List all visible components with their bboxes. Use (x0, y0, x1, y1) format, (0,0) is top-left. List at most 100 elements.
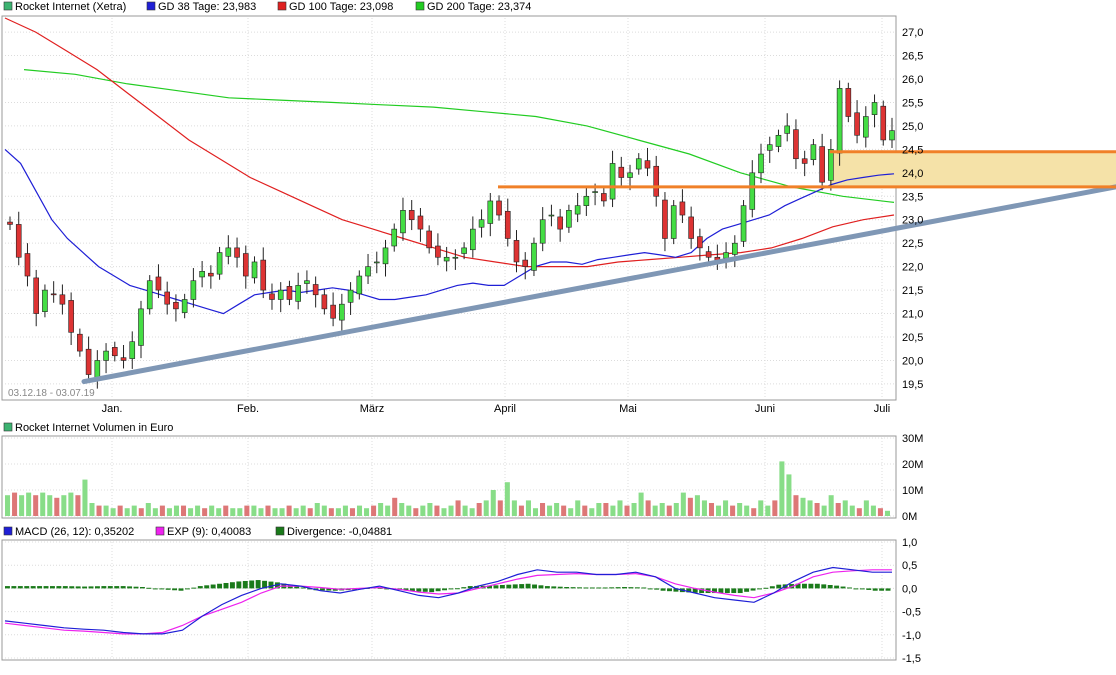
candle-up (251, 261, 258, 279)
volume-bar (26, 492, 32, 516)
candle-up (758, 153, 764, 174)
candle-up (740, 205, 747, 242)
divergence-bar (454, 588, 460, 590)
volume-bar (638, 492, 644, 516)
divergence-bar (763, 587, 769, 589)
volume-bar (188, 508, 194, 516)
divergence-bar (384, 588, 390, 590)
price-overlays (81, 150, 1116, 385)
candle-up (566, 210, 572, 228)
macd-tick-label: 1,0 (902, 537, 917, 549)
price-tick-label: 24,5 (902, 144, 923, 156)
month-label: Mai (619, 403, 637, 415)
volume-bar (716, 505, 722, 516)
candle-down (880, 105, 887, 141)
divergence-bar (493, 585, 499, 589)
price-tick-label: 25,0 (902, 121, 923, 133)
volume-bar (842, 500, 848, 516)
price-tick-label: 27,0 (902, 27, 923, 39)
volume-bar (814, 503, 820, 516)
candle-down (24, 253, 31, 277)
candle-up (277, 289, 284, 300)
volume-bar (603, 503, 609, 516)
volume-bar (124, 508, 130, 516)
volume-bar (730, 505, 736, 516)
candle-down (77, 333, 83, 352)
volume-bar (47, 495, 53, 516)
divergence-bar (307, 588, 313, 590)
volume-bar (293, 508, 299, 516)
candle-up (635, 158, 642, 170)
divergence-bar (236, 581, 242, 589)
volume-bar (582, 505, 588, 516)
candle-down (68, 300, 74, 333)
divergence-bar (146, 587, 152, 589)
volume-bar (385, 505, 391, 516)
volume-bar (321, 505, 327, 516)
volume-bar (540, 503, 546, 516)
candle-down (330, 304, 336, 319)
candle-down (50, 293, 57, 296)
divergence-bar (210, 584, 216, 589)
divergence-bar (859, 588, 865, 590)
resistance-zone-fill (830, 151, 1116, 187)
candle-up (190, 280, 197, 300)
volume-bar (328, 508, 334, 516)
divergence-bar (422, 588, 428, 592)
divergence-bar (429, 588, 435, 593)
volume-bar (399, 503, 405, 516)
volume-bar (786, 474, 792, 516)
volume-bar (342, 505, 348, 516)
candle-up (487, 200, 494, 224)
volume-bar (807, 500, 813, 516)
candle-up (871, 102, 878, 115)
resistance-zone (830, 151, 1116, 187)
volume-bar (469, 508, 475, 516)
candle-down (7, 221, 13, 225)
legend-label: Divergence: -0,04881 (287, 526, 392, 538)
candle-up (574, 205, 581, 215)
volume-bar (610, 505, 616, 516)
candle-up (627, 172, 633, 178)
volume-bar (532, 508, 539, 516)
volume-bar (554, 503, 560, 516)
volume-bar (117, 505, 123, 516)
macd-lines (4, 566, 892, 635)
volume-bar (138, 508, 144, 516)
volume-bar (159, 505, 165, 516)
divergence-bar (24, 586, 30, 589)
candle-up (181, 299, 188, 313)
divergence-bar (577, 587, 582, 589)
candle-up (723, 252, 729, 259)
divergence-bar (814, 583, 820, 589)
candle-down (155, 276, 162, 291)
price-tick-label: 26,5 (902, 51, 923, 63)
candle-down (513, 240, 520, 263)
candle-down (705, 251, 712, 258)
candle-up (539, 219, 546, 244)
candle-up (670, 205, 677, 239)
volume-bar (547, 505, 553, 516)
divergence-bar (776, 584, 782, 589)
divergence-bar (847, 587, 852, 589)
volume-bar (19, 495, 25, 516)
candle-up (863, 116, 869, 138)
candle-down (504, 210, 511, 239)
divergence-bar (821, 584, 827, 589)
price-tick-label: 25,5 (902, 97, 923, 109)
volume-tick-label: 20M (902, 459, 923, 471)
candle-down (312, 284, 319, 296)
divergence-bar (294, 586, 300, 589)
volume-bar (103, 505, 109, 516)
volume-bar (96, 505, 102, 516)
candle-down (59, 294, 66, 305)
divergence-bar (274, 582, 280, 589)
candle-up (356, 275, 363, 295)
divergence-bar (499, 584, 505, 589)
legend-swatch (155, 526, 165, 536)
volume-bar (772, 500, 778, 516)
macd-panel-frame (1, 539, 897, 661)
month-label: Juli (874, 403, 891, 415)
volume-bar (237, 508, 243, 516)
candle-up (810, 144, 817, 160)
